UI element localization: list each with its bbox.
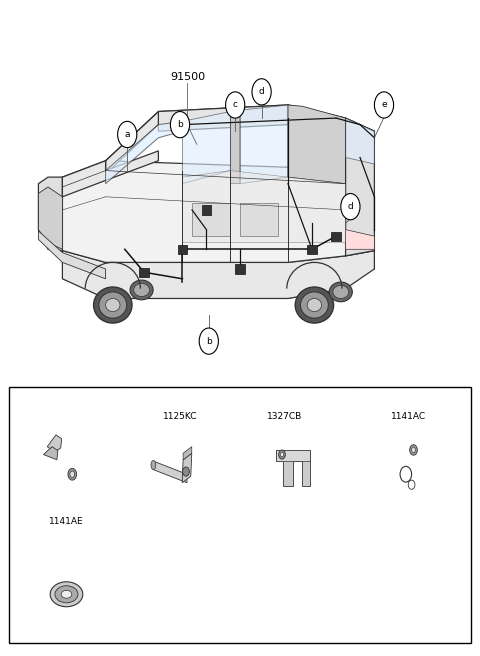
- Text: 1327CB: 1327CB: [267, 412, 303, 421]
- Polygon shape: [106, 105, 374, 174]
- Polygon shape: [38, 187, 62, 249]
- Text: d: d: [363, 397, 369, 406]
- Polygon shape: [38, 231, 106, 279]
- FancyBboxPatch shape: [9, 387, 471, 643]
- Polygon shape: [230, 110, 240, 184]
- Circle shape: [374, 92, 394, 118]
- Circle shape: [12, 521, 27, 542]
- Circle shape: [12, 391, 27, 412]
- Ellipse shape: [300, 292, 328, 318]
- Polygon shape: [38, 177, 62, 251]
- Circle shape: [70, 471, 75, 478]
- Circle shape: [127, 391, 143, 412]
- Text: a: a: [16, 397, 22, 406]
- Polygon shape: [346, 118, 374, 164]
- Circle shape: [243, 391, 258, 412]
- Ellipse shape: [99, 292, 127, 318]
- Text: a: a: [124, 130, 130, 139]
- Polygon shape: [276, 450, 310, 461]
- Text: 1141AC: 1141AC: [391, 412, 426, 421]
- Polygon shape: [346, 118, 374, 256]
- Circle shape: [341, 194, 360, 220]
- Text: c: c: [233, 100, 238, 110]
- Text: b: b: [132, 397, 138, 406]
- Circle shape: [359, 391, 374, 412]
- Text: e: e: [16, 527, 22, 536]
- Ellipse shape: [307, 298, 322, 312]
- Polygon shape: [158, 105, 346, 131]
- Text: 1125KC: 1125KC: [163, 412, 197, 421]
- Polygon shape: [202, 205, 211, 215]
- Ellipse shape: [94, 287, 132, 323]
- Ellipse shape: [133, 283, 149, 297]
- Text: b: b: [206, 337, 212, 346]
- Polygon shape: [47, 435, 61, 452]
- Text: b: b: [177, 120, 183, 129]
- Circle shape: [410, 445, 417, 455]
- Polygon shape: [62, 151, 158, 197]
- Circle shape: [170, 112, 190, 138]
- Text: e: e: [381, 100, 387, 110]
- Ellipse shape: [151, 461, 156, 470]
- Circle shape: [252, 79, 271, 105]
- Text: 1141AE: 1141AE: [49, 517, 84, 526]
- Circle shape: [68, 468, 77, 480]
- Polygon shape: [288, 105, 346, 184]
- Ellipse shape: [50, 582, 83, 607]
- Polygon shape: [154, 461, 187, 483]
- Circle shape: [199, 328, 218, 354]
- Polygon shape: [307, 245, 317, 254]
- Circle shape: [278, 450, 285, 459]
- Polygon shape: [106, 121, 182, 184]
- Ellipse shape: [130, 280, 153, 300]
- Polygon shape: [240, 105, 288, 184]
- Polygon shape: [182, 112, 230, 184]
- Circle shape: [226, 92, 245, 118]
- Circle shape: [280, 453, 284, 457]
- Polygon shape: [276, 450, 310, 486]
- Polygon shape: [44, 447, 58, 460]
- Ellipse shape: [55, 586, 78, 603]
- Ellipse shape: [329, 282, 352, 302]
- Polygon shape: [183, 447, 192, 460]
- Polygon shape: [240, 203, 278, 236]
- Circle shape: [182, 467, 189, 476]
- Ellipse shape: [295, 287, 334, 323]
- Polygon shape: [182, 453, 192, 483]
- Polygon shape: [178, 245, 187, 254]
- Polygon shape: [106, 276, 346, 298]
- Polygon shape: [139, 268, 149, 277]
- Text: 91713: 91713: [32, 526, 62, 536]
- Polygon shape: [62, 251, 374, 298]
- Text: 91500: 91500: [170, 72, 205, 82]
- Polygon shape: [192, 203, 230, 236]
- Circle shape: [118, 121, 137, 148]
- Text: d: d: [259, 87, 264, 96]
- Text: d: d: [348, 202, 353, 211]
- Ellipse shape: [61, 590, 72, 598]
- Polygon shape: [331, 232, 341, 241]
- Polygon shape: [235, 264, 245, 274]
- Text: c: c: [248, 397, 253, 406]
- Polygon shape: [182, 171, 346, 243]
- Ellipse shape: [333, 285, 348, 298]
- Polygon shape: [346, 230, 374, 249]
- Circle shape: [411, 447, 415, 453]
- Ellipse shape: [106, 298, 120, 312]
- Polygon shape: [62, 161, 374, 262]
